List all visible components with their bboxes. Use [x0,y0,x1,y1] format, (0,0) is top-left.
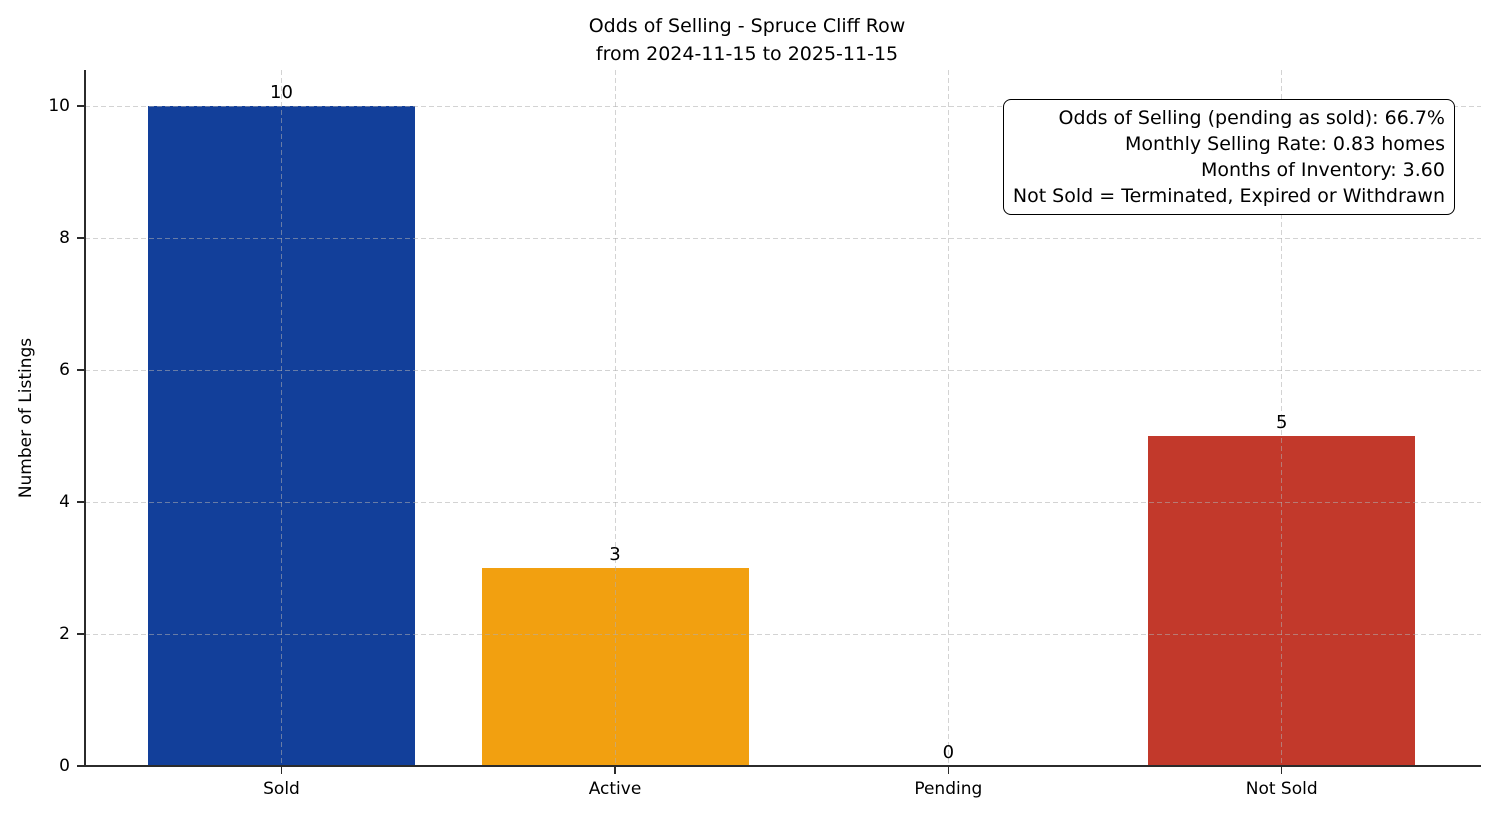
plot-area: Odds of Selling (pending as sold): 66.7%… [84,70,1481,767]
h-gridline [85,105,1481,107]
y-tick-label: 10 [48,96,70,116]
y-tick-mark [77,501,85,503]
bar-value-label: 3 [609,544,621,565]
x-tick-label: Active [588,779,642,799]
v-gridline [947,70,949,766]
chart-title: Odds of Selling - Spruce Cliff Row [588,15,906,37]
y-tick-label: 6 [59,360,70,380]
y-tick-mark [77,237,85,239]
x-tick-label: Sold [263,779,300,799]
bar-value-label: 5 [1275,412,1288,433]
x-tick-mark [614,766,616,774]
y-axis-spine [84,70,86,767]
v-gridline [614,70,616,766]
annotation-line-odds: Odds of Selling (pending as sold): 66.7% [1058,107,1445,129]
x-axis-spine [84,765,1481,767]
annotation-line-not-sold-def: Not Sold = Terminated, Expired or Withdr… [1012,185,1445,207]
x-tick-label: Not Sold [1245,779,1318,799]
annotation-line-monthly-rate: Monthly Selling Rate: 0.83 homes [1125,133,1445,155]
y-tick-mark [77,369,85,371]
x-tick-label: Pending [914,779,983,799]
h-gridline [85,369,1481,371]
y-tick-mark [77,105,85,107]
v-gridline [1281,70,1283,766]
y-tick-label: 2 [59,624,70,644]
y-tick-label: 4 [59,492,70,512]
annotation-box: Odds of Selling (pending as sold): 66.7%… [1002,99,1455,215]
y-tick-label: 0 [59,756,70,776]
chart-subtitle: from 2024-11-15 to 2025-11-15 [595,43,899,65]
annotation-line-inventory: Months of Inventory: 3.60 [1201,159,1445,181]
x-tick-mark [1280,766,1283,774]
x-tick-mark [947,766,950,774]
bar-value-label: 0 [942,742,955,763]
bar-value-label: 10 [270,82,293,103]
y-tick-mark [77,633,85,635]
chart-title-block: Odds of Selling - Spruce Cliff Row from … [0,12,1494,68]
y-tick-label: 8 [59,228,70,248]
h-gridline [85,633,1481,635]
v-gridline [281,70,282,766]
h-gridline [85,237,1481,239]
x-tick-mark [280,766,283,774]
h-gridline [85,501,1481,503]
y-tick-mark [77,765,85,767]
